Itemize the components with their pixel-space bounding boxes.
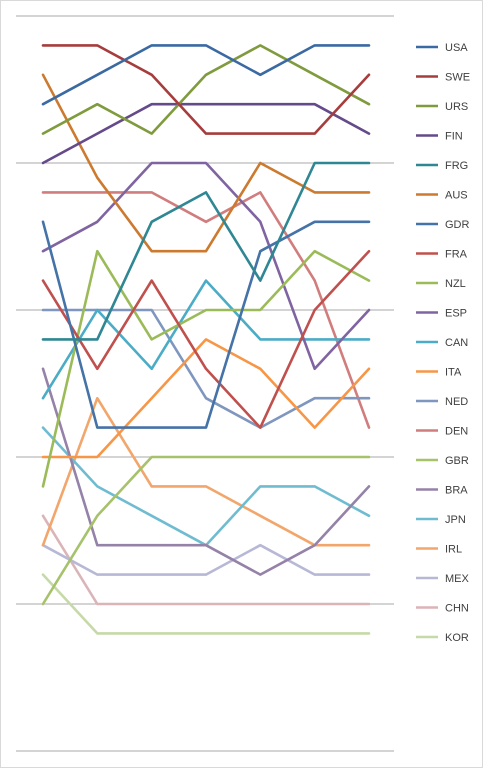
legend-label: USA xyxy=(445,42,468,54)
legend-item-aus: AUS xyxy=(416,190,468,202)
legend-item-usa: USA xyxy=(416,42,468,54)
legend-label: NED xyxy=(445,396,468,408)
legend-label: AUS xyxy=(445,190,468,202)
legend-label: FRG xyxy=(445,160,468,172)
series-line-esp xyxy=(41,161,371,371)
legend-item-chn: CHN xyxy=(416,603,469,615)
legend-item-bra: BRA xyxy=(416,485,468,497)
series-line-usa xyxy=(41,44,371,106)
legend-label: CAN xyxy=(445,337,468,349)
series-line-swe xyxy=(41,44,371,135)
legend-item-ned: NED xyxy=(416,396,468,408)
legend-label: FIN xyxy=(445,131,463,143)
series-line-urs xyxy=(41,44,371,135)
legend-label: SWE xyxy=(445,72,470,84)
legend-item-urs: URS xyxy=(416,101,468,113)
legend-item-gdr: GDR xyxy=(416,219,470,231)
legend-label: ESP xyxy=(445,308,467,320)
legend-label: CHN xyxy=(445,603,469,615)
legend-label: IRL xyxy=(445,544,462,556)
legend-item-swe: SWE xyxy=(416,72,470,84)
series-line-bra xyxy=(41,367,371,576)
legend-label: ITA xyxy=(445,367,462,379)
legend-label: BRA xyxy=(445,485,468,497)
legend-item-ita: ITA xyxy=(416,367,462,379)
series-line-frg xyxy=(41,161,371,341)
legend-item-fin: FIN xyxy=(416,131,463,143)
series-line-chn xyxy=(41,514,371,606)
series-line-kor xyxy=(41,573,371,635)
series-line-fin xyxy=(41,102,371,165)
series-line-ita xyxy=(41,338,371,459)
series-line-mex xyxy=(41,543,371,576)
legend-item-gbr: GBR xyxy=(416,455,469,467)
legend-item-fra: FRA xyxy=(416,249,468,261)
legend-item-frg: FRG xyxy=(416,160,468,172)
series-line-den xyxy=(41,191,371,429)
legend-item-can: CAN xyxy=(416,337,468,349)
series-line-aus xyxy=(41,73,371,253)
legend-label: MEX xyxy=(445,573,470,585)
legend-item-irl: IRL xyxy=(416,544,462,556)
legend: USA SWE URS FIN FRG AUS GDR FRA NZL ESP CAN ITA NED D… xyxy=(416,42,470,644)
legend-label: GBR xyxy=(445,455,469,467)
legend-item-nzl: NZL xyxy=(416,278,466,290)
series-lines xyxy=(41,44,371,635)
series-line-can xyxy=(41,279,371,400)
legend-label: JPN xyxy=(445,514,466,526)
gridlines xyxy=(16,15,394,752)
legend-label: NZL xyxy=(445,278,466,290)
legend-label: GDR xyxy=(445,219,470,231)
legend-item-jpn: JPN xyxy=(416,514,466,526)
series-line-nzl xyxy=(41,249,371,488)
series-line-gbr xyxy=(41,455,371,606)
legend-item-esp: ESP xyxy=(416,308,467,320)
legend-item-den: DEN xyxy=(416,426,468,438)
legend-label: DEN xyxy=(445,426,468,438)
legend-label: FRA xyxy=(445,249,468,261)
legend-item-kor: KOR xyxy=(416,632,469,644)
legend-label: KOR xyxy=(445,632,469,644)
legend-label: URS xyxy=(445,101,468,113)
series-line-fra xyxy=(41,249,371,429)
series-line-gdr xyxy=(41,220,371,429)
legend-item-mex: MEX xyxy=(416,573,470,585)
